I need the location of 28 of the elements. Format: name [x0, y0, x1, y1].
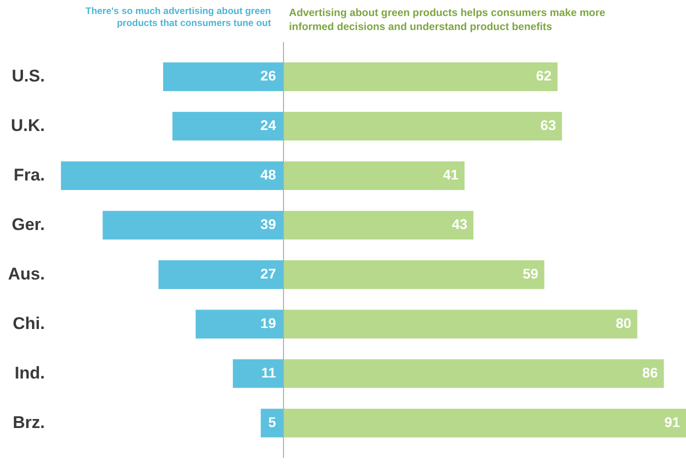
data-label: 19: [260, 314, 276, 331]
data-label: 91: [664, 414, 680, 430]
data-label: 5: [268, 414, 276, 430]
data-label: 27: [260, 265, 276, 282]
chart-title: There's so much advertising about green products that consumers tune out: [84, 6, 271, 30]
data-label: 11: [261, 364, 276, 380]
bar: [196, 310, 284, 338]
data-label: 39: [260, 216, 276, 232]
chart-title: Advertising about green products helps consumers make more informed decisions and understand product benefits: [289, 6, 606, 34]
y-tick-label: Chi.: [12, 314, 45, 333]
data-label: 62: [536, 68, 552, 84]
data-label: 59: [522, 265, 538, 282]
y-tick-label: Fra.: [14, 165, 45, 184]
data-label: 48: [260, 166, 276, 183]
data-label: 43: [452, 216, 468, 232]
y-tick-label: U.K.: [10, 116, 45, 135]
data-label: 63: [540, 117, 556, 134]
y-tick-label: Aus.: [8, 264, 45, 284]
y-tick-label: Brz.: [12, 412, 45, 432]
y-tick-label: Ind.: [14, 363, 45, 382]
data-label: 26: [260, 68, 276, 84]
y-tick-label: Ger.: [12, 214, 45, 234]
data-label: 80: [616, 314, 632, 331]
data-label: 41: [442, 166, 459, 183]
data-label: 24: [260, 117, 276, 134]
bar: [232, 359, 284, 388]
data-label: 86: [642, 364, 658, 380]
y-tick-label: U.S.: [12, 66, 45, 86]
